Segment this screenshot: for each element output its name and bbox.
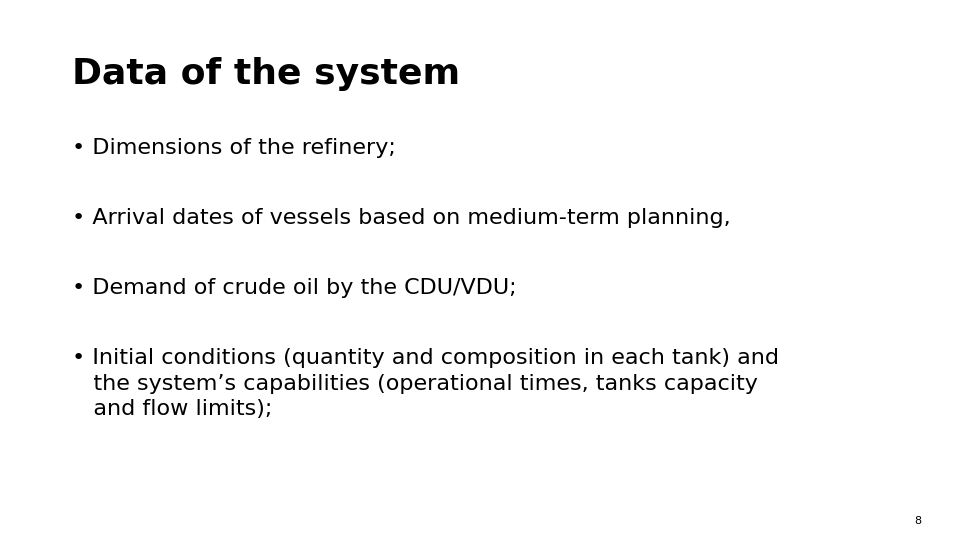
Text: 8: 8 xyxy=(915,516,922,526)
Text: • Demand of crude oil by the CDU/VDU;: • Demand of crude oil by the CDU/VDU; xyxy=(72,278,516,298)
Text: Data of the system: Data of the system xyxy=(72,57,460,91)
Text: • Initial conditions (quantity and composition in each tank) and
   the system’s: • Initial conditions (quantity and compo… xyxy=(72,348,779,420)
Text: • Arrival dates of vessels based on medium-term planning,: • Arrival dates of vessels based on medi… xyxy=(72,208,731,228)
Text: • Dimensions of the refinery;: • Dimensions of the refinery; xyxy=(72,138,396,158)
